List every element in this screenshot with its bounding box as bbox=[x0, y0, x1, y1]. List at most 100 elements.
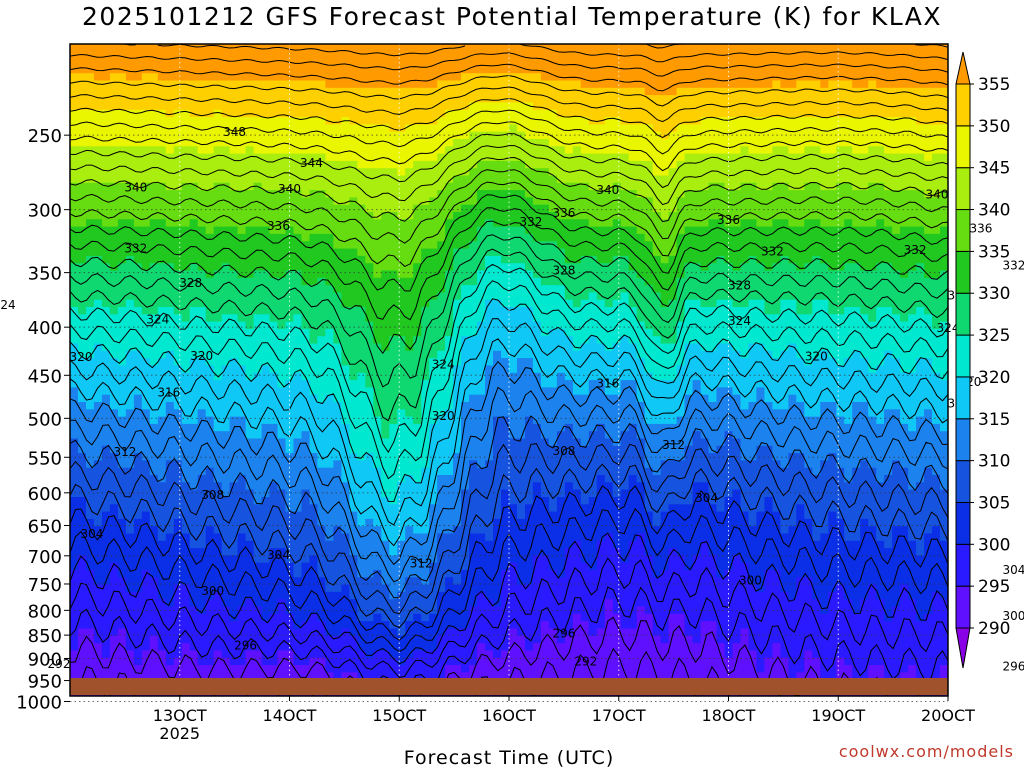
heat-cell bbox=[301, 175, 311, 184]
heat-cell bbox=[189, 475, 199, 483]
heat-cell bbox=[469, 584, 478, 593]
heat-cell bbox=[301, 467, 311, 476]
heat-cell bbox=[397, 475, 406, 483]
heat-cell bbox=[461, 694, 470, 696]
heat-cell bbox=[389, 131, 398, 140]
heat-cell bbox=[333, 336, 342, 345]
heat-cell bbox=[501, 241, 510, 250]
heat-cell bbox=[501, 124, 510, 133]
heat-cell bbox=[405, 445, 414, 454]
heat-cell bbox=[277, 153, 287, 162]
heat-cell bbox=[78, 460, 87, 469]
heat-cell bbox=[165, 328, 175, 337]
heat-cell bbox=[165, 80, 175, 89]
heat-cell bbox=[173, 343, 183, 352]
heat-cell bbox=[381, 248, 390, 257]
heat-cell bbox=[109, 599, 119, 608]
heat-cell bbox=[269, 139, 279, 147]
heat-cell bbox=[133, 263, 143, 272]
heat-cell bbox=[86, 643, 95, 651]
heat-cell bbox=[461, 445, 470, 454]
heat-cell bbox=[373, 285, 382, 293]
heat-cell bbox=[421, 58, 430, 67]
heat-cell bbox=[389, 475, 398, 483]
heat-cell bbox=[341, 314, 350, 323]
heat-cell bbox=[141, 438, 151, 447]
heat-cell bbox=[437, 394, 446, 403]
heat-cell bbox=[325, 87, 334, 96]
heat-cell bbox=[165, 540, 175, 549]
heat-cell bbox=[477, 628, 486, 637]
heat-cell bbox=[237, 380, 247, 388]
heat-cell bbox=[285, 197, 295, 206]
heat-cell bbox=[277, 562, 287, 571]
heat-cell bbox=[229, 241, 239, 250]
heat-cell bbox=[309, 233, 319, 242]
heat-cell bbox=[245, 255, 255, 264]
heat-cell bbox=[373, 80, 382, 89]
heat-cell bbox=[461, 504, 470, 513]
heat-cell bbox=[357, 482, 366, 491]
heat-cell bbox=[221, 665, 231, 673]
heat-cell bbox=[269, 423, 279, 432]
heat-cell bbox=[285, 672, 295, 681]
heat-cell bbox=[413, 423, 422, 432]
heat-cell bbox=[469, 613, 478, 622]
heat-cell bbox=[333, 307, 342, 315]
heat-cell bbox=[253, 117, 263, 125]
heat-cell bbox=[213, 628, 223, 637]
heat-cell bbox=[269, 643, 279, 651]
heat-cell bbox=[325, 394, 334, 403]
heat-cell bbox=[197, 160, 207, 169]
heat-cell bbox=[317, 438, 326, 447]
heat-cell bbox=[117, 665, 127, 673]
heat-cell bbox=[317, 307, 326, 315]
heat-cell bbox=[493, 577, 502, 586]
heat-cell bbox=[117, 650, 127, 659]
heat-cell bbox=[357, 526, 366, 535]
heat-cell bbox=[389, 548, 398, 556]
heat-cell bbox=[293, 343, 303, 352]
heat-cell bbox=[277, 292, 287, 301]
heat-cell bbox=[453, 358, 462, 366]
heat-cell bbox=[173, 657, 183, 666]
heat-cell bbox=[93, 277, 103, 286]
heat-cell bbox=[333, 109, 342, 118]
heat-cell bbox=[86, 694, 95, 696]
heat-cell bbox=[133, 416, 143, 425]
heat-cell bbox=[165, 621, 175, 629]
heat-cell bbox=[493, 292, 502, 301]
heat-cell bbox=[78, 380, 87, 388]
heat-cell bbox=[397, 350, 406, 359]
heat-cell bbox=[357, 73, 366, 82]
heat-cell bbox=[437, 635, 446, 644]
heat-cell bbox=[333, 416, 342, 425]
heat-cell bbox=[229, 212, 239, 220]
heat-cell bbox=[373, 146, 382, 155]
heat-cell bbox=[389, 73, 398, 82]
heat-cell bbox=[117, 197, 127, 206]
heat-cell bbox=[149, 168, 159, 177]
heat-cell bbox=[253, 548, 263, 556]
heat-cell bbox=[349, 153, 358, 162]
heat-cell bbox=[477, 153, 486, 162]
heat-cell bbox=[357, 285, 366, 293]
heat-cell bbox=[413, 526, 422, 535]
heat-cell bbox=[485, 102, 494, 111]
heat-cell bbox=[133, 591, 143, 600]
heat-cell bbox=[181, 65, 191, 74]
heat-cell bbox=[141, 80, 151, 89]
heat-cell bbox=[237, 197, 247, 206]
heat-cell bbox=[445, 577, 454, 586]
heat-cell bbox=[253, 613, 263, 622]
heat-cell bbox=[245, 643, 255, 651]
heat-cell bbox=[429, 314, 438, 323]
heat-cell bbox=[149, 358, 159, 366]
heat-cell bbox=[237, 540, 247, 549]
heat-cell bbox=[477, 423, 486, 432]
heat-cell bbox=[397, 533, 406, 542]
heat-cell bbox=[405, 548, 414, 556]
heat-cell bbox=[221, 255, 231, 264]
heat-cell bbox=[381, 431, 390, 440]
heat-cell bbox=[445, 497, 454, 505]
